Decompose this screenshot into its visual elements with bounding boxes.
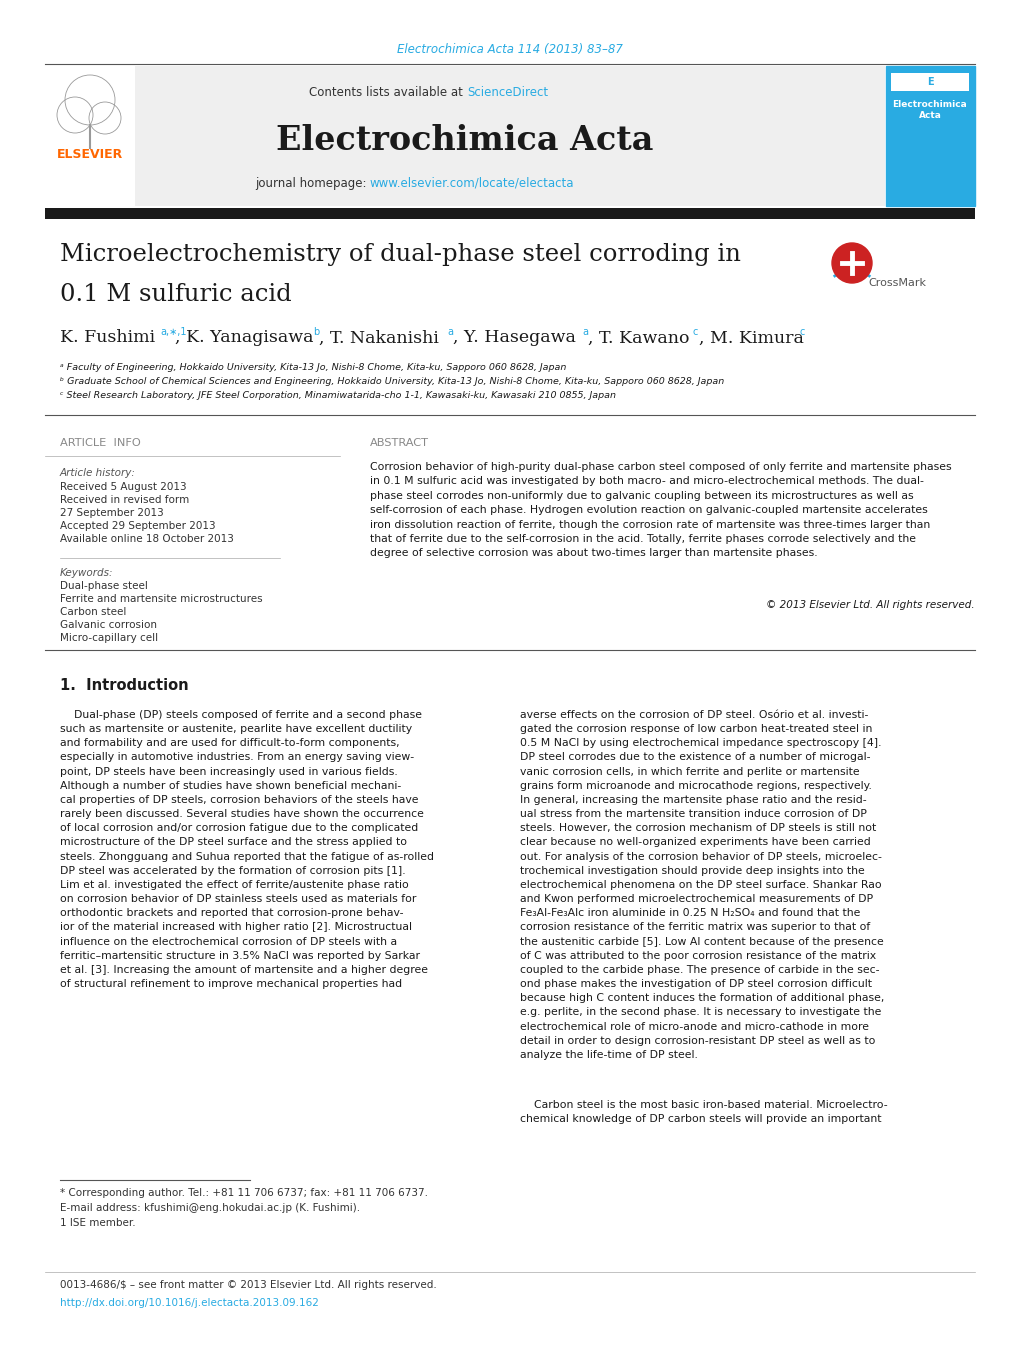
- Text: Ferrite and martensite microstructures: Ferrite and martensite microstructures: [60, 594, 262, 604]
- Text: Microelectrochemistry of dual-phase steel corroding in: Microelectrochemistry of dual-phase stee…: [60, 243, 740, 266]
- Text: c: c: [692, 327, 698, 336]
- Text: CrossMark: CrossMark: [867, 278, 925, 288]
- Text: b: b: [313, 327, 319, 336]
- Text: a,∗,1: a,∗,1: [160, 327, 186, 336]
- Text: Carbon steel is the most basic iron-based material. Microelectro-
chemical knowl: Carbon steel is the most basic iron-base…: [520, 1100, 887, 1124]
- Text: Electrochimica Acta 114 (2013) 83–87: Electrochimica Acta 114 (2013) 83–87: [396, 43, 623, 57]
- Bar: [45, 66, 884, 205]
- Bar: [886, 66, 974, 205]
- Text: K. Fushimi: K. Fushimi: [60, 330, 155, 346]
- Text: E-mail address: kfushimi@eng.hokudai.ac.jp (K. Fushimi).: E-mail address: kfushimi@eng.hokudai.ac.…: [60, 1202, 360, 1213]
- Text: www.elsevier.com/locate/electacta: www.elsevier.com/locate/electacta: [370, 177, 574, 189]
- Bar: [891, 73, 968, 91]
- Text: Dual-phase (DP) steels composed of ferrite and a second phase
such as martensite: Dual-phase (DP) steels composed of ferri…: [60, 711, 433, 989]
- Text: 0.1 M sulfuric acid: 0.1 M sulfuric acid: [60, 282, 291, 305]
- Text: a: a: [446, 327, 452, 336]
- Text: 27 September 2013: 27 September 2013: [60, 508, 164, 517]
- Bar: [45, 66, 135, 205]
- Text: journal homepage:: journal homepage:: [255, 177, 370, 189]
- Text: Galvanic corrosion: Galvanic corrosion: [60, 620, 157, 630]
- Text: E: E: [926, 77, 932, 86]
- Circle shape: [832, 243, 871, 282]
- Text: © 2013 Elsevier Ltd. All rights reserved.: © 2013 Elsevier Ltd. All rights reserved…: [765, 600, 974, 611]
- Text: ᶜ Steel Research Laboratory, JFE Steel Corporation, Minamiwatarida-cho 1-1, Kawa: ᶜ Steel Research Laboratory, JFE Steel C…: [60, 392, 615, 400]
- Text: Contents lists available at: Contents lists available at: [309, 86, 467, 100]
- Text: Electrochimica
Acta: Electrochimica Acta: [892, 100, 966, 120]
- Text: ABSTRACT: ABSTRACT: [370, 438, 429, 449]
- Text: * Corresponding author. Tel.: +81 11 706 6737; fax: +81 11 706 6737.: * Corresponding author. Tel.: +81 11 706…: [60, 1188, 428, 1198]
- Text: , Y. Hasegawa: , Y. Hasegawa: [452, 330, 576, 346]
- Text: Accepted 29 September 2013: Accepted 29 September 2013: [60, 521, 215, 531]
- Text: Keywords:: Keywords:: [60, 567, 113, 578]
- Text: Received in revised form: Received in revised form: [60, 494, 190, 505]
- Text: 1.  Introduction: 1. Introduction: [60, 678, 189, 693]
- Text: Electrochimica Acta: Electrochimica Acta: [276, 123, 653, 157]
- Text: Available online 18 October 2013: Available online 18 October 2013: [60, 534, 233, 544]
- Text: ᵇ Graduate School of Chemical Sciences and Engineering, Hokkaido University, Kit: ᵇ Graduate School of Chemical Sciences a…: [60, 377, 723, 386]
- Text: , T. Kawano: , T. Kawano: [587, 330, 689, 346]
- Text: ᵃ Faculty of Engineering, Hokkaido University, Kita-13 Jo, Nishi-8 Chome, Kita-k: ᵃ Faculty of Engineering, Hokkaido Unive…: [60, 363, 566, 373]
- Text: , M. Kimura: , M. Kimura: [698, 330, 803, 346]
- Text: Received 5 August 2013: Received 5 August 2013: [60, 482, 186, 492]
- Text: , T. Nakanishi: , T. Nakanishi: [319, 330, 438, 346]
- Text: Dual-phase steel: Dual-phase steel: [60, 581, 148, 590]
- Text: 0013-4686/$ – see front matter © 2013 Elsevier Ltd. All rights reserved.: 0013-4686/$ – see front matter © 2013 El…: [60, 1279, 436, 1290]
- Text: Article history:: Article history:: [60, 467, 136, 478]
- Text: Corrosion behavior of high-purity dual-phase carbon steel composed of only ferri: Corrosion behavior of high-purity dual-p…: [370, 462, 951, 558]
- Text: , K. Yanagisawa: , K. Yanagisawa: [175, 330, 313, 346]
- Bar: [45, 208, 974, 219]
- Text: ScienceDirect: ScienceDirect: [467, 86, 547, 100]
- Text: ELSEVIER: ELSEVIER: [57, 149, 123, 162]
- Text: c: c: [799, 327, 805, 336]
- Text: Carbon steel: Carbon steel: [60, 607, 126, 617]
- Text: ARTICLE  INFO: ARTICLE INFO: [60, 438, 141, 449]
- Text: Micro-capillary cell: Micro-capillary cell: [60, 634, 158, 643]
- Text: averse effects on the corrosion of DP steel. Osório et al. investi-
gated the co: averse effects on the corrosion of DP st…: [520, 711, 883, 1059]
- Text: 1 ISE member.: 1 ISE member.: [60, 1219, 136, 1228]
- Text: http://dx.doi.org/10.1016/j.electacta.2013.09.162: http://dx.doi.org/10.1016/j.electacta.20…: [60, 1298, 319, 1308]
- Text: a: a: [582, 327, 587, 336]
